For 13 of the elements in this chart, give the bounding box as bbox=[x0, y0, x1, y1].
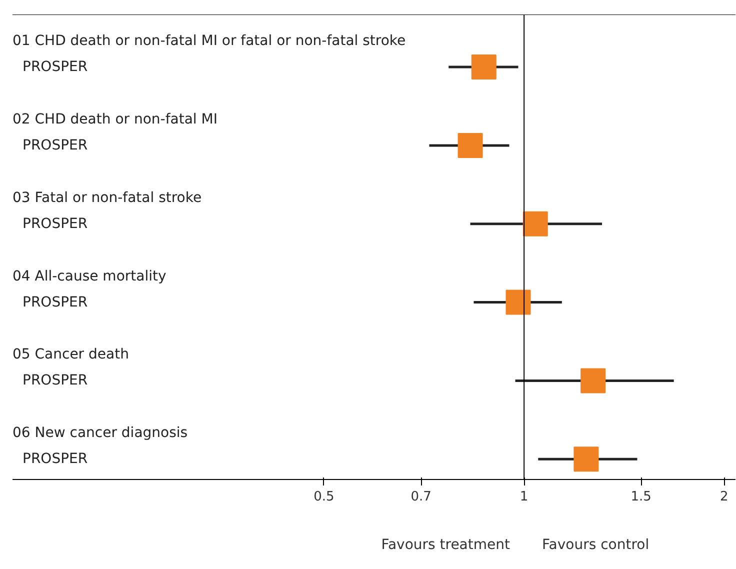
text: Favours treatment bbox=[381, 536, 510, 555]
y-tick-label: 04 All-cause mortality PROSPER bbox=[12, 268, 166, 310]
x-tick-label: 0.5 bbox=[314, 490, 334, 504]
y-tick-label: 06 New cancer diagnosis PROSPER bbox=[12, 425, 188, 468]
text: Favours control bbox=[542, 536, 650, 555]
y-tick-label: 02 CHD death or non-fatal MI PROSPER bbox=[12, 111, 218, 154]
x-tick-label: 0.7 bbox=[410, 490, 432, 504]
y-tick-label: 01 CHD death or non-fatal MI or fatal or non-fatal stroke PROSPER bbox=[12, 33, 406, 76]
x-tick-label: 1 bbox=[520, 490, 528, 504]
x-tick-label: 2 bbox=[720, 490, 728, 504]
y-tick-label: 05 Cancer death PROSPER bbox=[12, 346, 129, 389]
y-tick-label: 03 Fatal or non-fatal stroke PROSPER bbox=[12, 190, 202, 232]
x-tick-label: 1.5 bbox=[630, 490, 652, 504]
